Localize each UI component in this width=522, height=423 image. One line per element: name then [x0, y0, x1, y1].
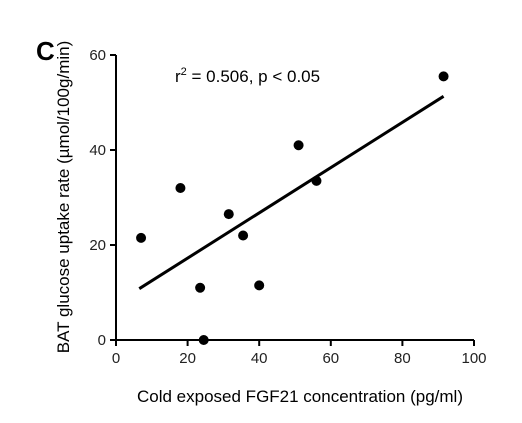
data-point — [223, 209, 234, 220]
data-point — [438, 71, 449, 82]
y-tick-label: 40 — [89, 142, 106, 159]
x-tick-label: 80 — [394, 350, 411, 367]
y-axis-label: BAT glucose uptake rate (µmol/100g/min) — [54, 41, 73, 353]
data-point — [198, 335, 209, 345]
y-ticks: 0 20 40 60 — [89, 47, 116, 349]
x-tick-label: 0 — [112, 350, 120, 367]
data-point — [195, 282, 206, 293]
data-points — [136, 71, 449, 345]
data-point — [238, 230, 249, 241]
data-point — [254, 280, 265, 291]
x-tick-label: 20 — [179, 350, 196, 367]
data-point — [293, 140, 304, 151]
annotation-superscript: 2 — [181, 66, 187, 78]
x-axis-label: Cold exposed FGF21 concentration (pg/ml) — [137, 387, 463, 406]
data-point — [136, 232, 147, 243]
annotation-prefix: r — [175, 67, 181, 86]
panel-letter: C — [36, 36, 55, 66]
y-tick-label: 60 — [89, 47, 106, 64]
x-ticks: 0 20 40 60 80 100 — [112, 340, 487, 367]
y-tick-label: 0 — [98, 332, 106, 349]
x-tick-label: 60 — [322, 350, 339, 367]
data-point — [175, 183, 186, 193]
data-point — [311, 175, 322, 186]
y-tick-label: 20 — [89, 237, 106, 254]
fit-annotation: r2 = 0.506, p < 0.05 — [175, 66, 320, 86]
x-tick-label: 100 — [461, 350, 486, 367]
x-tick-label: 40 — [251, 350, 268, 367]
annotation-suffix: = 0.506, p < 0.05 — [187, 67, 320, 86]
axes — [115, 55, 474, 341]
regression-line — [138, 95, 445, 290]
